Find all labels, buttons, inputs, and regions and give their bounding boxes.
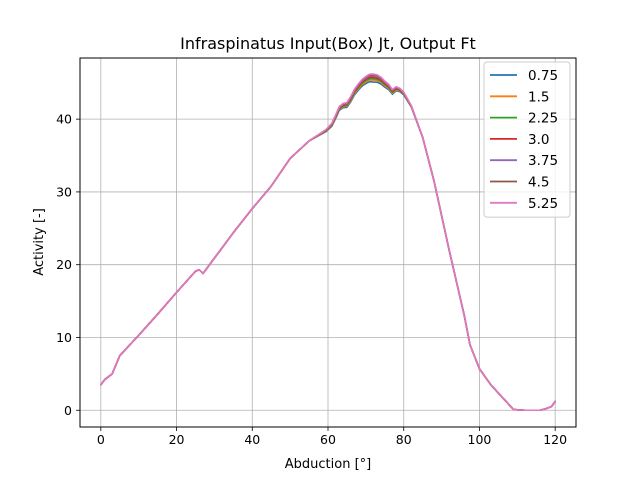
x-tick-label: 0: [97, 432, 105, 447]
x-tick-label: 80: [396, 432, 412, 447]
legend-box: [483, 61, 571, 218]
legend-label: 4.5: [528, 175, 549, 191]
legend-label: 5.25: [528, 196, 558, 212]
x-tick-label: 40: [244, 432, 260, 447]
y-tick-label: 30: [56, 184, 72, 199]
x-axis-label: Abduction [°]: [285, 457, 371, 472]
y-tick-label: 20: [56, 257, 72, 272]
x-tick-label: 20: [169, 432, 185, 447]
chart-title: Infraspinatus Input(Box) Jt, Output Ft: [180, 34, 476, 53]
x-tick-label: 120: [543, 432, 567, 447]
series-line-7: [100, 73, 556, 412]
y-axis-label: Activity [-]: [32, 208, 47, 276]
x-tick-label: 60: [320, 432, 336, 447]
legend: 0.75 1.5 2.25 3.0 3.75 4.5 5.25: [483, 61, 571, 218]
tick-layer: 0 20 40 60 80 100 120 0 10 20 30 40: [56, 112, 567, 447]
legend-label: 3.75: [528, 153, 558, 169]
x-tick-label: 100: [468, 432, 492, 447]
legend-label: 3.0: [528, 132, 549, 148]
series-layer: [100, 73, 556, 412]
y-tick-label: 10: [56, 330, 72, 345]
y-tick-label: 40: [56, 112, 72, 127]
legend-label: 0.75: [528, 68, 558, 84]
legend-label: 2.25: [528, 111, 558, 127]
legend-label: 1.5: [528, 89, 549, 105]
y-tick-label: 0: [64, 403, 72, 418]
